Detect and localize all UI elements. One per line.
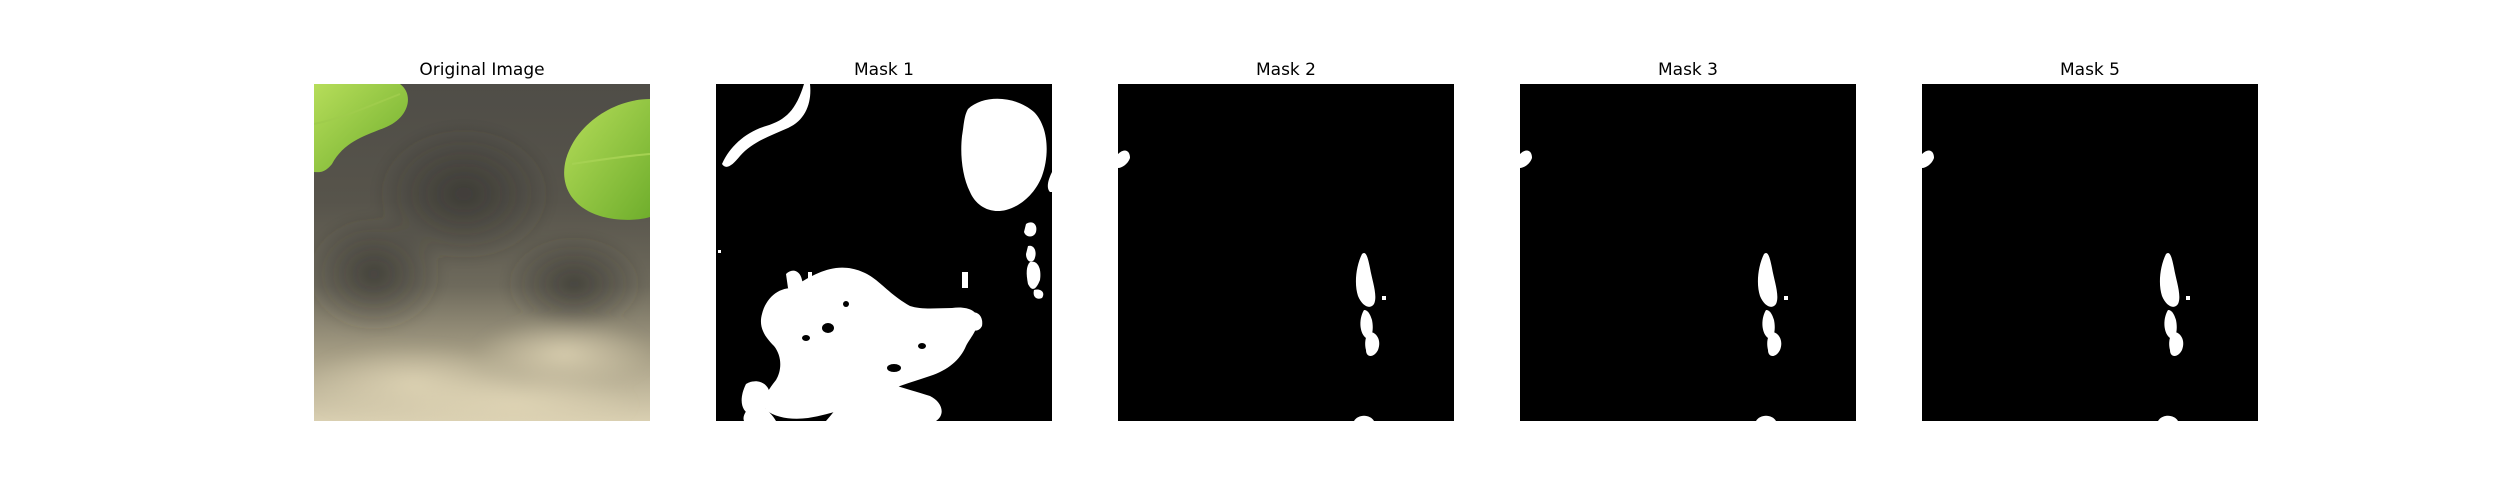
mask-5-image: [1922, 84, 2258, 421]
panel-title: Mask 3: [1657, 60, 1718, 80]
panel-original-image: Original Image: [314, 0, 650, 500]
mask-1-image: [716, 84, 1052, 421]
mask-2-image: [1118, 84, 1454, 421]
panel-mask-3: Mask 3: [1520, 0, 1856, 500]
panel-mask-2: Mask 2: [1118, 0, 1454, 500]
panel-mask-5: Mask 5: [1922, 0, 2258, 500]
original-photo: [314, 84, 650, 421]
panel-title: Mask 2: [1255, 60, 1316, 80]
panel-title: Mask 1: [853, 60, 914, 80]
panel-title: Mask 5: [2059, 60, 2120, 80]
panel-mask-1: Mask 1: [716, 0, 1052, 500]
mask-3-image: [1520, 84, 1856, 421]
panel-title: Original Image: [419, 60, 545, 80]
